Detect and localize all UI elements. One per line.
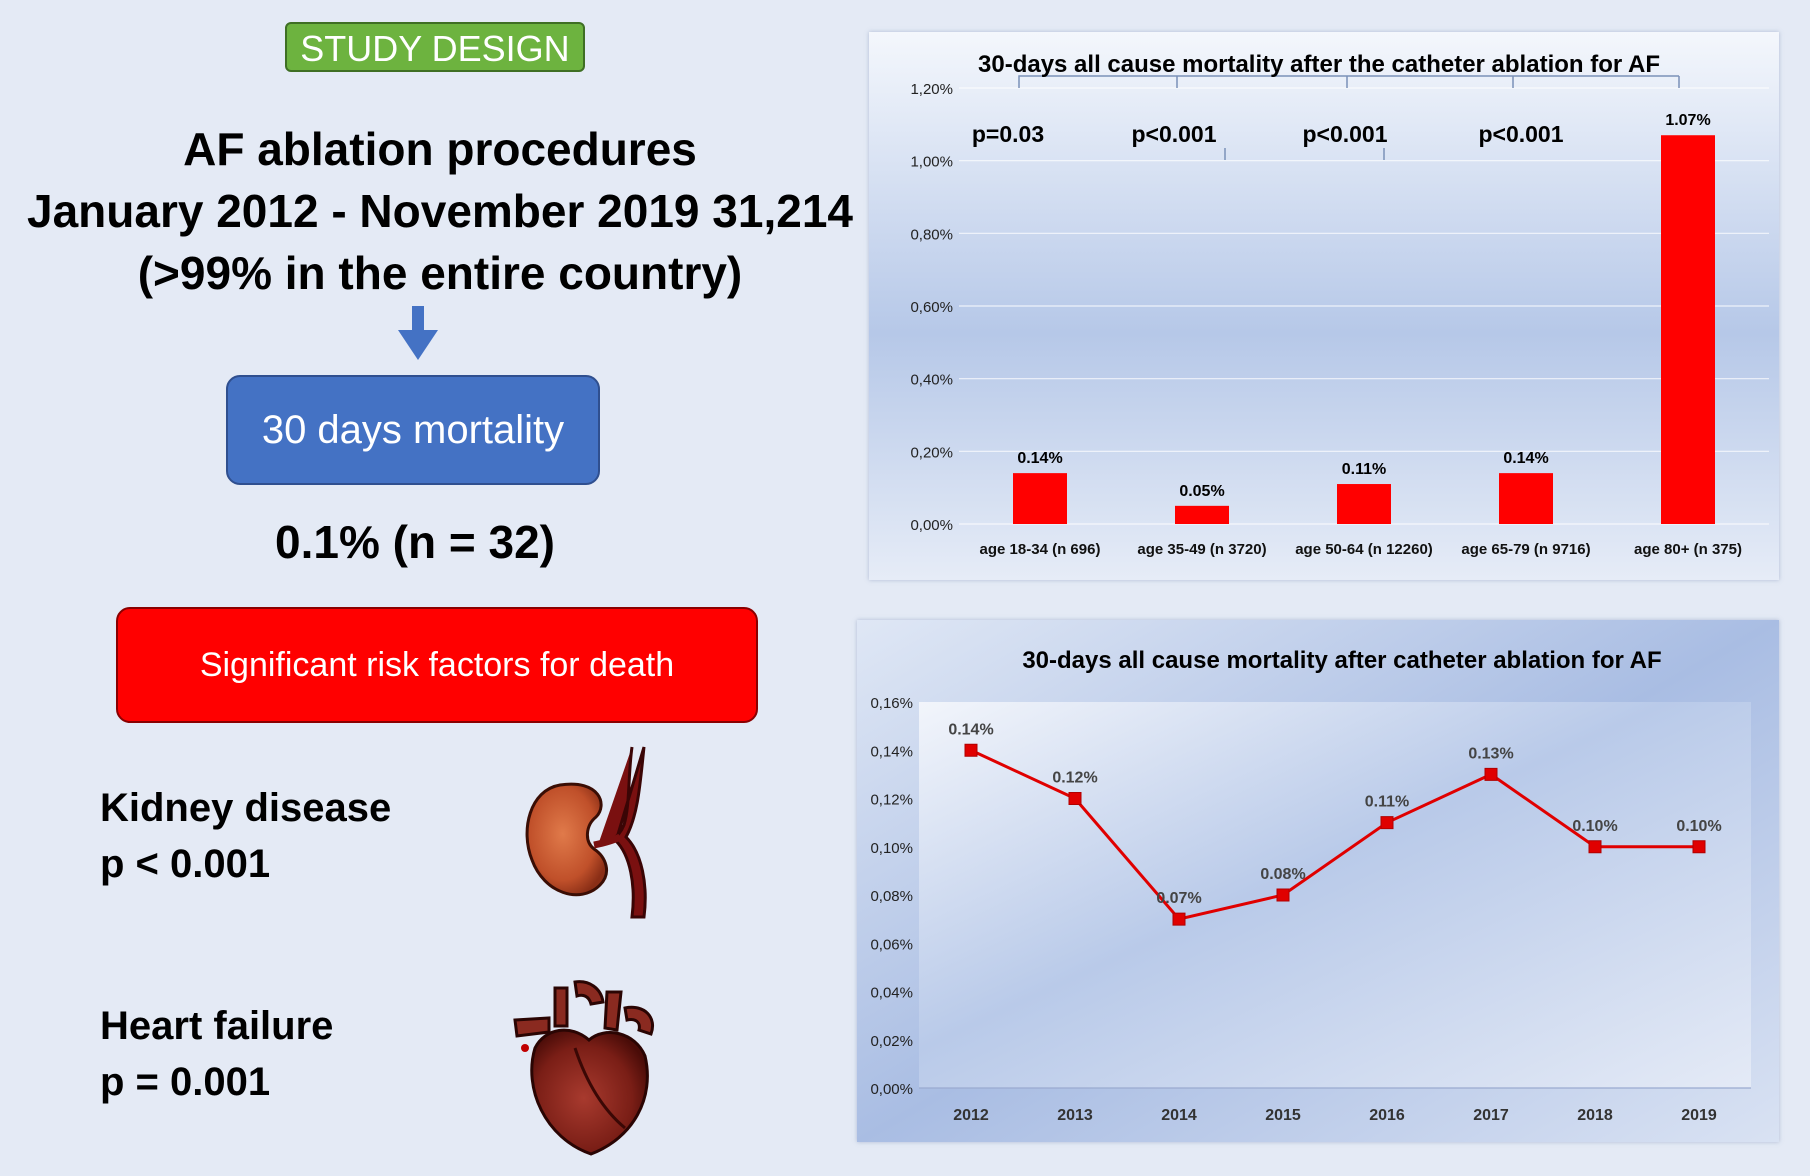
bar-category-label: age 80+ (n 375)	[1634, 541, 1742, 558]
title-line-2: January 2012 - November 2019 31,214	[27, 185, 853, 237]
mortality-value: 0.1% (n = 32)	[275, 516, 555, 568]
bar-category-label: age 50-64 (n 12260)	[1295, 541, 1433, 558]
line-chart-y-tick-label: 0,10%	[870, 840, 913, 857]
risk-factor-kidney: Kidney disease p < 0.001	[100, 780, 391, 892]
line-data-label: 0.12%	[1052, 770, 1097, 787]
bar-chart-data-labels: 0.14% 0.05% 0.11% 0.14% 1.07%	[1017, 112, 1710, 500]
bar-data-label: 0.14%	[1503, 450, 1548, 467]
line-data-label: 0.08%	[1260, 866, 1305, 883]
mortality-box: 30 days mortality	[226, 375, 600, 485]
study-design-badge: STUDY DESIGN	[285, 22, 585, 72]
p-value-label: p<0.001	[1302, 121, 1387, 147]
title-line-1: AF ablation procedures	[183, 123, 697, 175]
bar-chart: 0.14% 0.05% 0.11% 0.14% 1.07% 0,00% 0,20% 0,40…	[869, 32, 1779, 580]
bar	[1661, 135, 1715, 524]
line-x-tick-label: 2012	[953, 1107, 989, 1124]
line-marker	[1588, 840, 1602, 854]
bar-chart-y-tick-label: 0,60%	[910, 299, 953, 316]
line-x-tick-label: 2013	[1057, 1107, 1093, 1124]
risk-factor-p: p = 0.001	[100, 1060, 271, 1104]
bar-chart-y-tick-label: 0,20%	[910, 444, 953, 461]
line-chart-markers	[964, 743, 1706, 926]
line-chart: 0.14% 0.12% 0.07% 0.08% 0.11% 0.13% 0.10% 0.10%…	[857, 620, 1779, 1142]
title-line-3: (>99% in the entire country)	[137, 247, 743, 299]
bar-chart-title: 30-days all cause mortality after the ca…	[978, 51, 1660, 78]
line-chart-y-tick-label: 0,12%	[870, 792, 913, 809]
line-x-tick-label: 2016	[1369, 1107, 1405, 1124]
line-data-label: 0.10%	[1676, 818, 1721, 835]
line-chart-series	[970, 748, 1699, 921]
line-chart-y-ticks: 0,00% 0,02% 0,04% 0,06% 0,08% 0,10% 0,12% 0,14%…	[870, 695, 913, 1098]
risk-factor-p: p < 0.001	[100, 842, 271, 886]
line-chart-y-tick-label: 0,00%	[870, 1081, 913, 1098]
risk-factor-name: Heart failure	[100, 1004, 334, 1048]
line-data-label: 0.13%	[1468, 745, 1513, 762]
line-marker	[1484, 767, 1498, 781]
main-title: AF ablation procedures January 2012 - No…	[0, 118, 880, 304]
line-data-label: 0.11%	[1365, 794, 1409, 811]
line-chart-title: 30-days all cause mortality after cathet…	[1022, 647, 1661, 674]
bar-chart-y-ticks: 0,00% 0,20% 0,40% 0,60% 0,80% 1,00% 1,20%	[910, 81, 953, 534]
bar-data-label: 0.05%	[1179, 483, 1224, 500]
risk-factor-heart: Heart failure p = 0.001	[100, 998, 333, 1110]
bar-chart-x-ticks: age 18-34 (n 696) age 35-49 (n 3720) age 5…	[980, 541, 1742, 558]
bar-chart-bars	[1013, 135, 1715, 524]
line-chart-x-ticks: 2012 2013 2014 2015 2016 2017 2018 2019	[953, 1107, 1717, 1124]
line-data-label: 0.14%	[948, 721, 993, 738]
bar-chart-p-values: p=0.03 p<0.001 p<0.001 p<0.001	[972, 121, 1564, 147]
line-x-tick-label: 2019	[1681, 1107, 1717, 1124]
bar-chart-p-brackets	[1018, 75, 1680, 160]
kidney-icon	[525, 746, 647, 919]
bar-chart-grid	[959, 87, 1769, 525]
arrow-down-icon	[398, 306, 438, 360]
p-value-label: p<0.001	[1478, 121, 1563, 147]
line-x-tick-label: 2015	[1265, 1107, 1301, 1124]
line-data-label: 0.10%	[1572, 818, 1617, 835]
p-value-label: p<0.001	[1131, 121, 1216, 147]
line-marker	[1380, 816, 1394, 830]
bar-chart-y-tick-label: 1,20%	[910, 81, 953, 98]
risk-factor-name: Kidney disease	[100, 786, 392, 830]
line-marker	[1276, 888, 1290, 902]
line-marker	[1692, 840, 1706, 854]
risk-factors-box: Significant risk factors for death	[116, 607, 758, 723]
line-marker	[1172, 912, 1186, 926]
line-chart-plot-area	[919, 702, 1751, 1088]
bar-data-label: 0.14%	[1017, 450, 1062, 467]
bar-chart-y-tick-label: 0,80%	[910, 226, 953, 243]
line-chart-y-tick-label: 0,04%	[870, 985, 913, 1002]
line-chart-y-tick-label: 0,14%	[870, 743, 913, 760]
line-x-tick-label: 2014	[1161, 1107, 1197, 1124]
bar	[1175, 505, 1229, 524]
line-marker	[1068, 792, 1082, 805]
line-x-tick-label: 2018	[1577, 1107, 1613, 1124]
bar-chart-y-tick-label: 1,00%	[910, 154, 953, 171]
bar	[1499, 473, 1553, 524]
line-chart-data-labels: 0.14% 0.12% 0.07% 0.08% 0.11% 0.13% 0.10% 0.10%	[948, 721, 1721, 907]
p-value-label: p=0.03	[972, 121, 1044, 147]
bar-category-label: age 65-79 (n 9716)	[1461, 541, 1590, 558]
line-x-tick-label: 2017	[1473, 1107, 1509, 1124]
bar-data-label: 1.07%	[1665, 112, 1710, 129]
bar-category-label: age 35-49 (n 3720)	[1137, 541, 1266, 558]
bar-category-label: age 18-34 (n 696)	[980, 541, 1101, 558]
bar-data-label: 0.11%	[1342, 461, 1386, 478]
line-chart-y-tick-label: 0,08%	[870, 888, 913, 905]
bar	[1337, 484, 1391, 524]
line-marker	[964, 743, 978, 757]
bar-chart-y-tick-label: 0,00%	[910, 517, 953, 534]
line-data-label: 0.07%	[1156, 890, 1201, 907]
line-chart-y-tick-label: 0,02%	[870, 1033, 913, 1050]
heart-icon	[513, 980, 654, 1156]
line-chart-y-tick-label: 0,16%	[870, 695, 913, 712]
bar	[1013, 473, 1067, 524]
line-chart-y-tick-label: 0,06%	[870, 936, 913, 953]
bar-chart-y-tick-label: 0,40%	[910, 372, 953, 389]
